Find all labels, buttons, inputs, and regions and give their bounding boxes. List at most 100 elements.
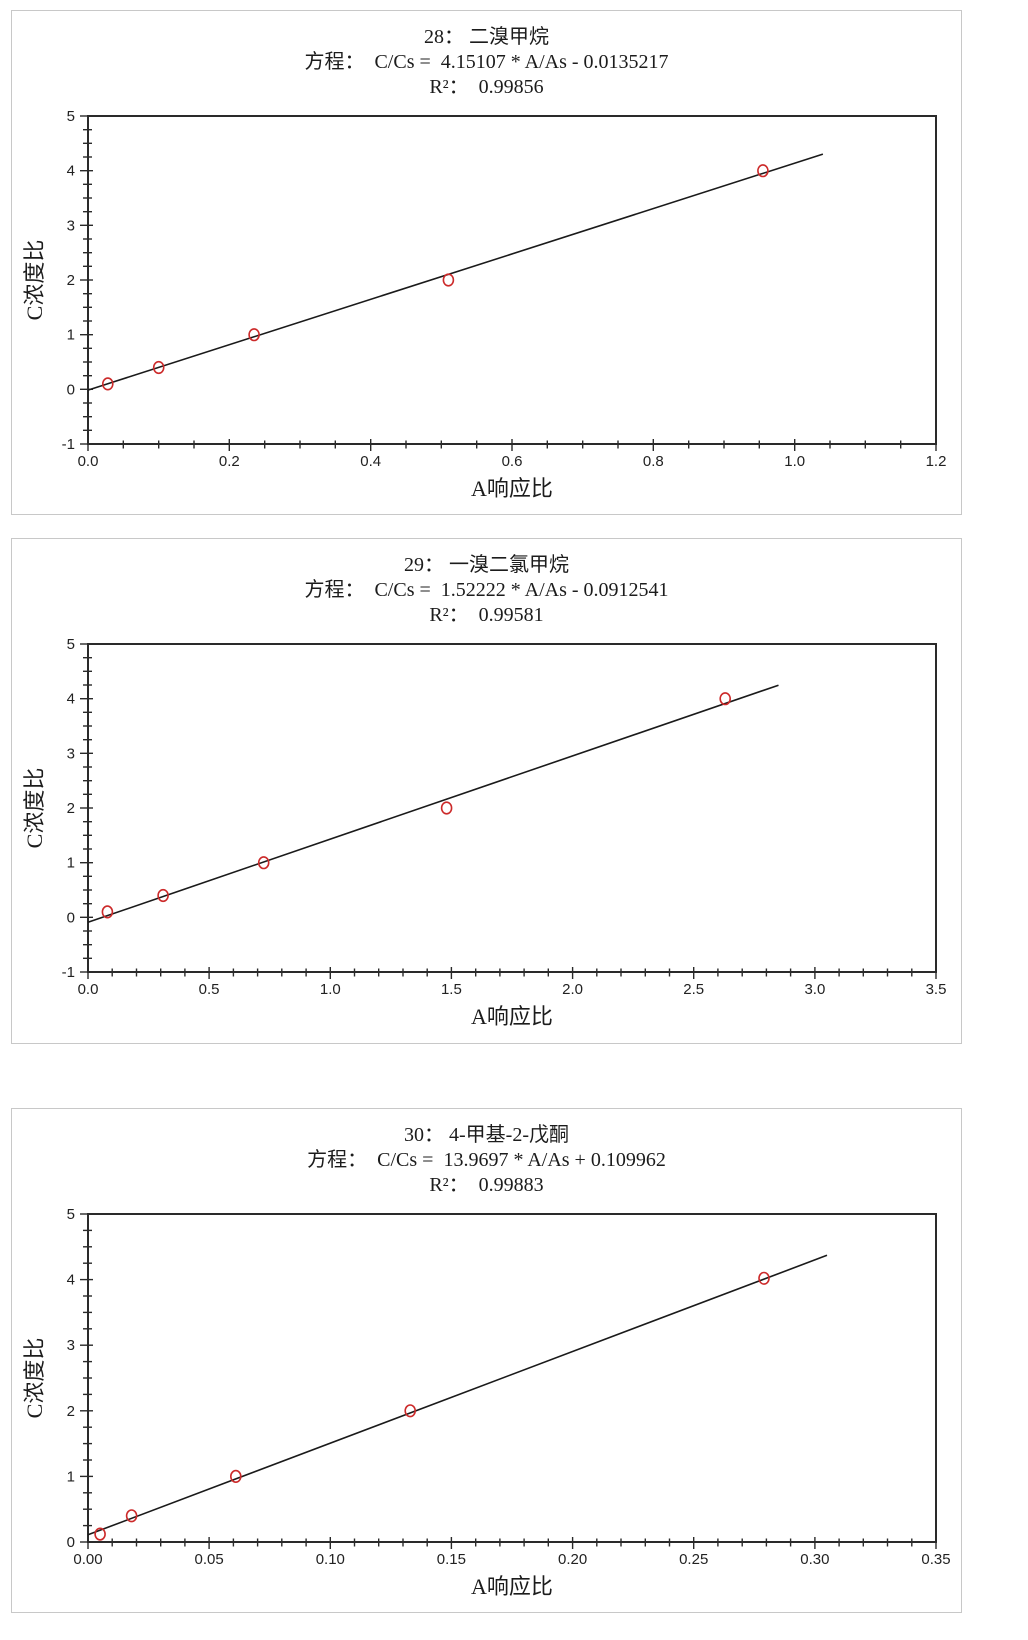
calibration-plot-28: 0.0 0.2 0.4 0.6 0.8 1.0 1.2 -1 0 1 2 3 4 5 A响应比 C浓度比 [22, 108, 947, 501]
fit-line [87, 153, 824, 391]
x-axis-ticks [87, 1537, 937, 1549]
x-axis-label: A响应比 [471, 476, 553, 501]
svg-text:2: 2 [67, 272, 75, 289]
svg-text:1: 1 [67, 1468, 75, 1485]
svg-text:0.35: 0.35 [921, 1551, 950, 1568]
data-point [157, 888, 169, 903]
x-axis-label: A响应比 [471, 1574, 553, 1599]
y-axis-label: C浓度比 [22, 768, 47, 849]
chart-panel-29: 29： 一溴二氯甲烷 方程： C/Cs = 1.52222 * A/As - 0… [11, 538, 962, 1044]
svg-text:1.0: 1.0 [320, 981, 341, 998]
data-point [440, 801, 453, 815]
svg-text:3.5: 3.5 [926, 981, 947, 998]
svg-text:5: 5 [67, 108, 75, 125]
y-axis-ticks [80, 643, 93, 973]
chart-title: 28： 二溴甲烷 [424, 26, 549, 48]
svg-text:1: 1 [67, 855, 75, 872]
y-axis-label: C浓度比 [22, 1338, 47, 1419]
fit-line [87, 684, 779, 924]
svg-text:3.0: 3.0 [804, 981, 825, 998]
chart-title: 30： 4-甲基-2-戊酮 [404, 1124, 569, 1146]
chart-title: 29： 一溴二氯甲烷 [404, 554, 569, 576]
svg-text:1.2: 1.2 [926, 453, 947, 470]
y-axis-tick-labels: 0 1 2 3 4 5 [67, 1206, 75, 1551]
chart-panel-28: 28： 二溴甲烷 方程： C/Cs = 4.15107 * A/As - 0.0… [11, 10, 962, 515]
page: { "page": { "background": "#ffffff", "bo… [0, 10, 1028, 1640]
data-points [102, 164, 769, 391]
svg-text:0: 0 [67, 1534, 75, 1551]
data-point [757, 164, 769, 178]
svg-text:0: 0 [67, 381, 75, 398]
plot-frame [87, 115, 937, 445]
x-axis-ticks [87, 439, 937, 451]
svg-text:2: 2 [67, 800, 75, 817]
chart-equation: 方程： C/Cs = 13.9697 * A/As + 0.109962 [307, 1149, 666, 1171]
svg-text:4: 4 [67, 691, 75, 708]
data-point [404, 1404, 417, 1418]
calibration-plot-30: 0.00 0.05 0.10 0.15 0.20 0.25 0.30 0.35 0 1 2 3 4 5 A响… [22, 1206, 951, 1599]
svg-text:0.0: 0.0 [78, 981, 99, 998]
chart-equation: 方程： C/Cs = 1.52222 * A/As - 0.0912541 [304, 579, 669, 601]
svg-text:4: 4 [67, 1272, 75, 1289]
svg-text:0: 0 [67, 909, 75, 926]
x-axis-label: A响应比 [471, 1004, 553, 1029]
svg-text:1.5: 1.5 [441, 981, 462, 998]
chart-r-squared: R²： 0.99883 [429, 1174, 544, 1196]
data-point [758, 1271, 770, 1285]
calibration-plot-29: 0.0 0.5 1.0 1.5 2.0 2.5 3.0 3.5 -1 0 1 2 3 4 5 A响应比 C浓度比 [22, 636, 947, 1029]
svg-text:0.0: 0.0 [78, 453, 99, 470]
x-axis-tick-labels: 0.0 0.5 1.0 1.5 2.0 2.5 3.0 3.5 [78, 981, 947, 998]
data-point [719, 692, 732, 706]
svg-text:3: 3 [67, 217, 75, 234]
svg-text:5: 5 [67, 636, 75, 653]
svg-text:0.20: 0.20 [558, 1551, 587, 1568]
svg-text:0.05: 0.05 [194, 1551, 223, 1568]
svg-text:3: 3 [67, 745, 75, 762]
data-point [442, 273, 455, 287]
svg-text:-1: -1 [62, 436, 75, 453]
data-point [125, 1509, 138, 1523]
svg-text:0.8: 0.8 [643, 453, 664, 470]
chart-r-squared: R²： 0.99856 [429, 76, 544, 98]
data-point [230, 1469, 242, 1484]
data-point [248, 328, 260, 342]
x-axis-ticks [87, 967, 937, 979]
chart-panel-30: 30： 4-甲基-2-戊酮 方程： C/Cs = 13.9697 * A/As … [11, 1108, 962, 1613]
y-axis-tick-labels: -1 0 1 2 3 4 5 [62, 636, 75, 981]
y-axis-ticks [80, 115, 93, 445]
svg-text:2: 2 [67, 1403, 75, 1420]
y-axis-ticks [80, 1213, 93, 1543]
svg-text:0.10: 0.10 [316, 1551, 345, 1568]
data-point [102, 377, 114, 391]
plot-frame [87, 643, 937, 973]
y-axis-tick-labels: -1 0 1 2 3 4 5 [62, 108, 75, 453]
svg-text:0.15: 0.15 [437, 1551, 466, 1568]
data-point [94, 1527, 106, 1541]
svg-text:2.5: 2.5 [683, 981, 704, 998]
fit-line [87, 1254, 828, 1536]
svg-text:4: 4 [67, 163, 75, 180]
chart-equation: 方程： C/Cs = 4.15107 * A/As - 0.0135217 [304, 51, 669, 73]
data-point [101, 905, 114, 919]
svg-text:0.4: 0.4 [360, 453, 381, 470]
svg-text:5: 5 [67, 1206, 75, 1223]
svg-text:3: 3 [67, 1337, 75, 1354]
svg-text:-1: -1 [62, 964, 75, 981]
svg-text:0.5: 0.5 [199, 981, 220, 998]
svg-text:0.6: 0.6 [502, 453, 523, 470]
x-axis-tick-labels: 0.0 0.2 0.4 0.6 0.8 1.0 1.2 [78, 453, 947, 470]
data-point [152, 360, 165, 375]
svg-text:2.0: 2.0 [562, 981, 583, 998]
x-axis-tick-labels: 0.00 0.05 0.10 0.15 0.20 0.25 0.30 0.35 [73, 1551, 950, 1568]
plot-frame [87, 1213, 937, 1543]
data-points [94, 1271, 770, 1541]
data-point [257, 856, 270, 870]
data-points [101, 692, 732, 919]
y-axis-label: C浓度比 [22, 240, 47, 321]
svg-text:0.00: 0.00 [73, 1551, 102, 1568]
svg-text:0.2: 0.2 [219, 453, 240, 470]
chart-r-squared: R²： 0.99581 [429, 604, 544, 626]
svg-text:0.25: 0.25 [679, 1551, 708, 1568]
svg-text:1: 1 [67, 327, 75, 344]
svg-text:0.30: 0.30 [800, 1551, 829, 1568]
